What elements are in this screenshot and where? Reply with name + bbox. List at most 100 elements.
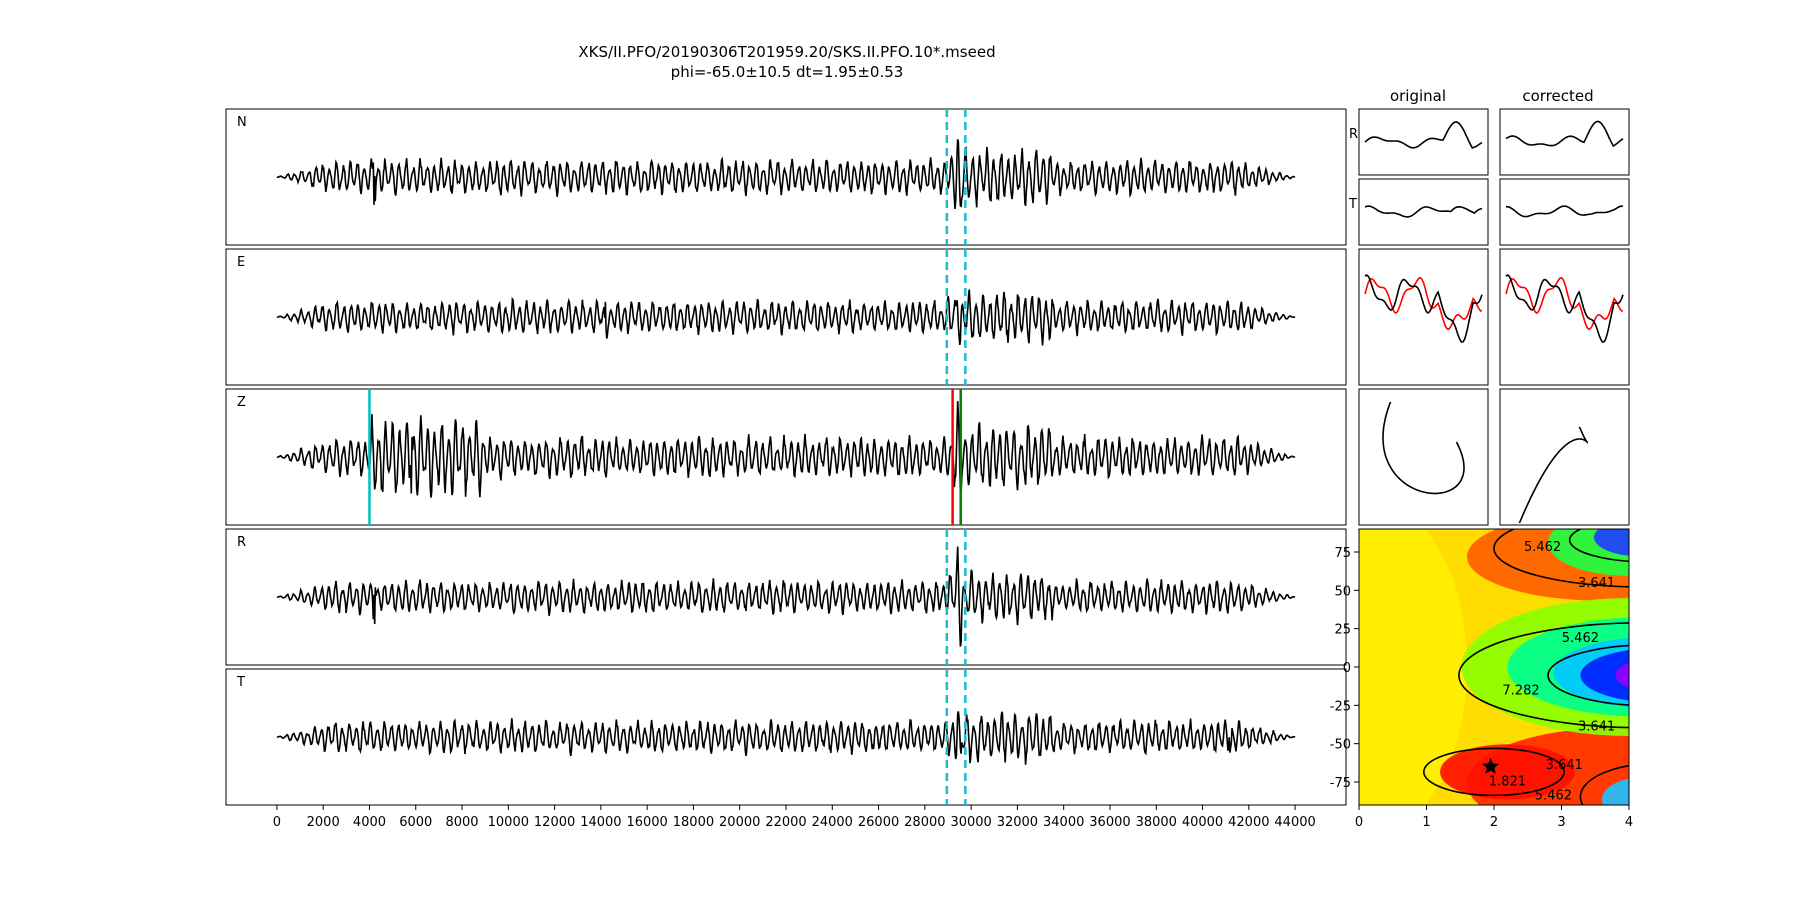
surface-band	[1440, 744, 1575, 800]
surface-y-tick-label: -25	[1330, 699, 1351, 714]
panel-original-2	[1358, 248, 1489, 386]
title-line-1: XKS/II.PFO/20190306T201959.20/SKS.II.PFO…	[578, 43, 995, 61]
contour-label: 1.821	[1489, 775, 1526, 790]
panel-frame	[225, 108, 1347, 246]
surface-x-tick-label: 0	[1355, 815, 1363, 830]
x-tick-label: 2000	[307, 815, 340, 830]
panel-corrected-0	[1499, 108, 1630, 176]
overlay-red	[1364, 276, 1483, 331]
column-title-original: original	[1390, 87, 1446, 105]
surface-x-tick-label: 1	[1422, 815, 1430, 830]
x-tick-label: 0	[273, 815, 281, 830]
surface-band	[1593, 529, 1629, 556]
title-line-2: phi=-65.0±10.5 dt=1.95±0.53	[671, 63, 904, 81]
contour-label: 7.282	[1502, 684, 1539, 699]
panel-corrected-3	[1499, 388, 1630, 526]
surface-y-tick-label: 75	[1334, 546, 1351, 561]
contour-label: 5.462	[1562, 631, 1599, 646]
x-tick-label: 14000	[580, 815, 621, 830]
trace-panel-r: R	[225, 528, 1347, 666]
x-tick-label: 36000	[1089, 815, 1130, 830]
overlay-black	[1505, 274, 1624, 343]
trace-panel-e: E	[225, 248, 1347, 386]
panel-label: R	[237, 535, 246, 550]
waveform	[276, 289, 1296, 346]
panel-frame	[1358, 248, 1489, 386]
x-tick-label: 22000	[765, 815, 806, 830]
contour-label: 5.462	[1524, 540, 1561, 555]
particle-motion-panels: RT	[1348, 108, 1630, 526]
contour-label: 3.641	[1546, 758, 1583, 773]
x-tick-label: 38000	[1136, 815, 1177, 830]
waveform	[1505, 205, 1623, 218]
trace-panel-n: N	[225, 108, 1347, 246]
panel-original-1: T	[1348, 178, 1489, 246]
waveform	[276, 139, 1296, 209]
x-tick-label: 26000	[858, 815, 899, 830]
surface-bands: 5.462 3.641 5.462 7.282 3.641 1.821 3.641 5.462	[1359, 523, 1710, 813]
x-tick-label: 28000	[904, 815, 945, 830]
overlay-black	[1364, 274, 1483, 343]
surface-x-tick-label: 4	[1625, 815, 1633, 830]
surface-band	[1634, 523, 1677, 545]
x-tick-label: 24000	[812, 815, 853, 830]
x-tick-label: 10000	[488, 815, 529, 830]
waveform	[1364, 205, 1483, 218]
x-tick-label: 34000	[1043, 815, 1084, 830]
surface-band	[1656, 661, 1710, 689]
panel-frame	[1499, 108, 1630, 176]
surface-band	[1507, 617, 1629, 717]
surface-y-tick-label: -75	[1330, 776, 1351, 791]
trace-panel-t: T	[225, 668, 1347, 806]
surface-band	[1602, 778, 1629, 805]
x-tick-label: 40000	[1182, 815, 1223, 830]
particle-motion	[1382, 401, 1465, 495]
contour-line	[1579, 764, 1629, 805]
column-title-corrected: corrected	[1522, 87, 1593, 105]
panel-corrected-1	[1499, 178, 1630, 246]
overlay-red	[1505, 276, 1624, 331]
error-surface-panel: 5.4623.6415.4627.2823.6411.8213.6415.462…	[1330, 523, 1710, 830]
waveform	[276, 401, 1296, 498]
x-tick-label: 18000	[673, 815, 714, 830]
waveform	[1505, 120, 1624, 148]
contour-label: 3.641	[1578, 719, 1615, 734]
x-tick-label: 32000	[997, 815, 1038, 830]
panel-label: T	[236, 675, 245, 690]
surface-x-tick-label: 2	[1490, 815, 1498, 830]
panel-frame	[1499, 178, 1630, 246]
panel-frame	[225, 388, 1347, 526]
contour-line	[1493, 529, 1629, 588]
contour-line	[1568, 529, 1629, 563]
panel-label: Z	[237, 395, 246, 410]
surface-y-tick-label: 50	[1334, 584, 1351, 599]
x-tick-label: 16000	[626, 815, 667, 830]
panel-frame	[225, 248, 1347, 386]
row-label-t: T	[1348, 197, 1357, 212]
panel-frame	[1358, 108, 1489, 176]
panel-frame	[1358, 178, 1489, 246]
surface-band	[1359, 529, 1467, 805]
waveform	[276, 711, 1296, 765]
waveform	[276, 546, 1296, 647]
contour-line	[1458, 622, 1629, 729]
particle-motion	[1518, 426, 1588, 524]
surface-y-tick-label: 0	[1343, 661, 1351, 676]
x-tick-label: 4000	[353, 815, 386, 830]
surface-band	[1637, 791, 1675, 813]
panel-original-3	[1358, 388, 1489, 526]
best-fit-star-icon	[1482, 757, 1500, 774]
trace-x-axis: 0 2000 4000 6000 8000 10000 12000 14000 16000 180…	[273, 805, 1316, 830]
panel-label: E	[237, 255, 245, 270]
contour-line	[1547, 644, 1629, 706]
panel-frame	[1358, 388, 1489, 526]
surface-band	[1615, 662, 1629, 689]
x-tick-label: 20000	[719, 815, 760, 830]
x-tick-label: 30000	[950, 815, 991, 830]
panel-frame	[1499, 248, 1630, 386]
panel-label: N	[237, 115, 247, 130]
waveform	[1364, 121, 1483, 149]
surface-y-tick-label: -50	[1330, 738, 1351, 753]
surface-band	[1580, 649, 1629, 701]
trace-panel-z: Z	[225, 388, 1347, 526]
